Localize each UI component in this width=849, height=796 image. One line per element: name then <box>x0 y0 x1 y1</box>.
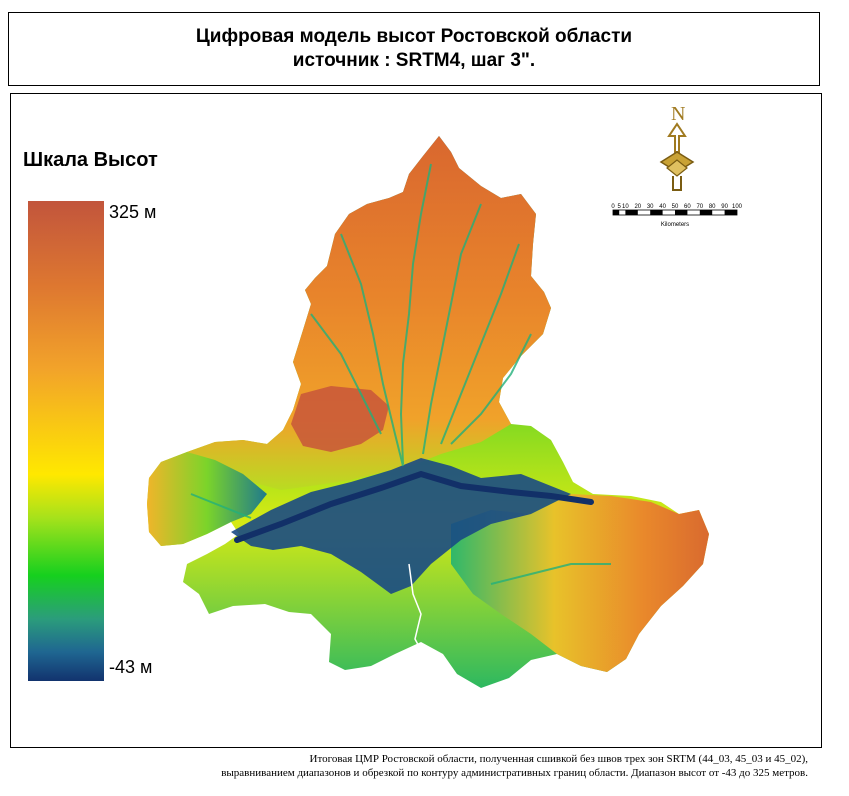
scale-bar: 0 5 10 20 30 40 50 60 70 80 90 100 Kilometers <box>609 200 744 234</box>
scale-bar-tick-label: 10 <box>622 204 629 210</box>
north-arrow-icon: N <box>659 103 695 191</box>
scale-bar-tick-label: 30 <box>647 204 654 210</box>
map-frame: Шкала Высот 325 м -43 м <box>10 93 822 748</box>
don-river-channel <box>234 470 594 543</box>
scale-bar-segment <box>699 210 713 215</box>
scale-bar-segment <box>613 210 620 215</box>
scale-bar-tick-label: 60 <box>684 204 691 210</box>
scale-bar-tick-label: 5 <box>618 204 622 210</box>
map-subtitle: источник : SRTM4, шаг 3". <box>292 50 536 71</box>
scale-bar-tick-label: 40 <box>659 204 666 210</box>
legend-max-label: 325 м <box>109 202 157 222</box>
caption-line-2: выравниванием диапазонов и обрезкой по к… <box>221 767 808 779</box>
northern-upland <box>187 136 551 490</box>
internal-boundary-line <box>408 563 424 655</box>
elevation-color-ramp <box>28 201 104 681</box>
scale-bar-tick-label: 50 <box>672 204 679 210</box>
scale-bar-tick-label: 0 <box>611 204 615 210</box>
scale-bar-tick-label: 20 <box>634 204 641 210</box>
legend-title: Шкала Высот <box>23 149 158 171</box>
scale-bar-tick-label: 80 <box>709 204 716 210</box>
scale-bar-unit: Kilometers <box>661 222 689 228</box>
map-title-box: Цифровая модель высот Ростовской области… <box>8 12 820 86</box>
tributary-streams <box>190 163 611 585</box>
scale-bar-tick-label: 70 <box>696 204 703 210</box>
map-caption: Итоговая ЦМР Ростовской области, получен… <box>0 752 808 780</box>
rostov-region-elevation-map <box>147 136 709 688</box>
north-arrow-letter: N <box>671 103 685 125</box>
western-upland <box>147 452 267 546</box>
map-title: Цифровая модель высот Ростовской области <box>195 26 633 47</box>
scale-bar-segment <box>650 210 663 215</box>
scale-bar-ticks: 0 5 10 20 30 40 50 60 70 80 90 100 <box>611 204 742 210</box>
scale-bar-tick-label: 90 <box>721 204 728 210</box>
legend-min-label: -43 м <box>109 657 153 677</box>
scale-bar-segment <box>625 210 638 215</box>
scale-bar-segment <box>724 210 737 215</box>
scale-bar-tick-label: 100 <box>732 204 743 210</box>
scale-bar-segments <box>613 210 737 215</box>
scale-bar-segment <box>675 210 688 215</box>
caption-line-1: Итоговая ЦМР Ростовской области, получен… <box>309 753 808 765</box>
eastern-upland <box>451 494 709 672</box>
